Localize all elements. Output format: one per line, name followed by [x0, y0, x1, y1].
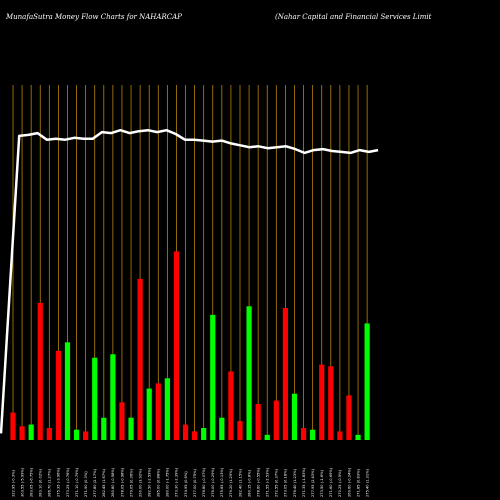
x-tick-label: 271.35 (-1.83%): [302, 467, 306, 497]
x-tick-label: 273.30 (-2.39%): [175, 467, 179, 497]
x-tick-label: 273.05 (0.18%): [284, 468, 288, 497]
x-tick-label: 303.55 (-5.99%): [20, 467, 24, 497]
volume-bar: [192, 431, 198, 440]
x-tick-label: 275.35 (-3.96%): [57, 467, 61, 497]
x-tick-labels: 322.95 (-0.3%) 303.55 (-5.99%) 283.05 (-6.…: [11, 467, 369, 497]
x-tick-label: 276.40 (1.23%): [293, 468, 297, 497]
volume-bars: [10, 251, 370, 440]
volume-bar: [319, 364, 325, 440]
volume-bar: [173, 251, 180, 440]
volume-bar: [110, 354, 116, 440]
volume-bar: [155, 383, 161, 440]
x-tick-label: 279.05 (0.36%): [129, 468, 133, 497]
volume-bar: [46, 428, 52, 440]
volume-bar: [337, 431, 343, 440]
volume-bar: [300, 428, 307, 440]
x-tick-label: 275.65 (-0.13%): [220, 467, 224, 497]
x-tick-label: 280.15 (-0.8%): [247, 469, 251, 497]
volume-bar: [282, 308, 288, 440]
volume-bar: [237, 421, 243, 440]
volume-bar: [364, 323, 370, 440]
chart-title: MunafaSutra Money Flow Charts for NAHARC…: [5, 13, 182, 21]
x-tick-label: 277.80 (2.17%): [93, 468, 97, 497]
x-tick-label: 278.05 (-0.98%): [120, 467, 124, 497]
volume-bar: [101, 417, 107, 440]
volume-bar: [137, 278, 143, 440]
x-tick-label: 277.95 (2.43%): [311, 468, 315, 497]
x-tick-label: 279.20 (1.29%): [229, 468, 233, 497]
x-tick-label: 282.40 (1.15%): [238, 468, 242, 497]
x-tick-label: 274.95 (0.6%): [184, 471, 188, 497]
volume-bar: [355, 434, 361, 440]
x-tick-label: 277.00 (0.75%): [193, 468, 197, 497]
volume-bar: [264, 434, 270, 440]
x-tick-label: 271.90 (0.3%): [84, 471, 88, 497]
volume-bar: [37, 302, 43, 440]
volume-bar: [182, 424, 189, 440]
x-tick-label: 270.25 (-0.5%): [338, 469, 342, 497]
x-tick-label: 276.80 (-0.07%): [202, 467, 206, 497]
volume-bar: [273, 400, 279, 440]
x-tick-label: 271.85 (0.83%): [356, 468, 360, 497]
x-tick-label: 271.55 (-2.53%): [266, 467, 270, 497]
x-tick-label: 273.25 (-0.76%): [66, 467, 70, 497]
x-tick-label: 282.50 (-2.59%): [148, 467, 152, 497]
x-tick-label: 322.95 (-0.3%): [11, 469, 15, 497]
x-tick-label: 280.80 (-0.58%): [111, 467, 115, 497]
volume-bar: [28, 424, 34, 440]
x-tick-label: 282.45 (1.67%): [102, 468, 106, 497]
volume-bar: [55, 350, 61, 440]
chart-subtitle: (Nahar Capital and Financial Services Li…: [275, 13, 432, 21]
volume-bar: [19, 426, 25, 440]
x-tick-label: 285.00 (0.88%): [157, 468, 161, 497]
volume-bar: [310, 429, 316, 440]
x-tick-label: 269.60 (-0.24%): [347, 467, 351, 497]
volume-bar: [328, 366, 334, 440]
volume-bar: [92, 357, 98, 440]
x-tick-label: 276.00 (-0.29%): [211, 467, 215, 497]
volume-bar: [346, 395, 352, 440]
volume-bar: [64, 342, 71, 440]
x-tick-label: 283.05 (-6.75%): [29, 467, 33, 497]
volume-bar: [255, 404, 261, 440]
volume-bar: [73, 429, 80, 440]
x-tick-label: 275.40 (1.31%): [365, 468, 369, 497]
volume-bar: [219, 417, 225, 440]
x-tick-label: 272.55 (0.37%): [275, 468, 279, 497]
volume-bar: [246, 306, 252, 440]
x-tick-label: 271.10 (-0.79%): [75, 467, 79, 497]
x-tick-label: 278.60 (-0.55%): [256, 467, 260, 497]
volume-bar: [164, 378, 170, 440]
volume-bar: [83, 431, 89, 440]
volume-bar: [228, 371, 234, 440]
volume-bar: [119, 402, 125, 440]
x-tick-label: 290.00 (3.92%): [138, 468, 142, 497]
x-tick-label: 273.50 (-1.6%): [320, 469, 324, 497]
x-tick-label: 271.60 (-0.69%): [329, 467, 333, 497]
volume-bar: [291, 393, 298, 440]
volume-bar: [10, 412, 16, 440]
volume-bar: [210, 314, 216, 440]
volume-bar: [201, 428, 207, 440]
price-line: [0, 128, 379, 434]
x-tick-label: 283.10 (0.02%): [39, 468, 43, 497]
volume-bar: [128, 417, 134, 440]
volume-bar: [146, 388, 152, 440]
x-tick-label: 286.70 (1.27%): [48, 468, 52, 497]
x-tick-label: 280.00 (-1.75%): [166, 467, 170, 497]
